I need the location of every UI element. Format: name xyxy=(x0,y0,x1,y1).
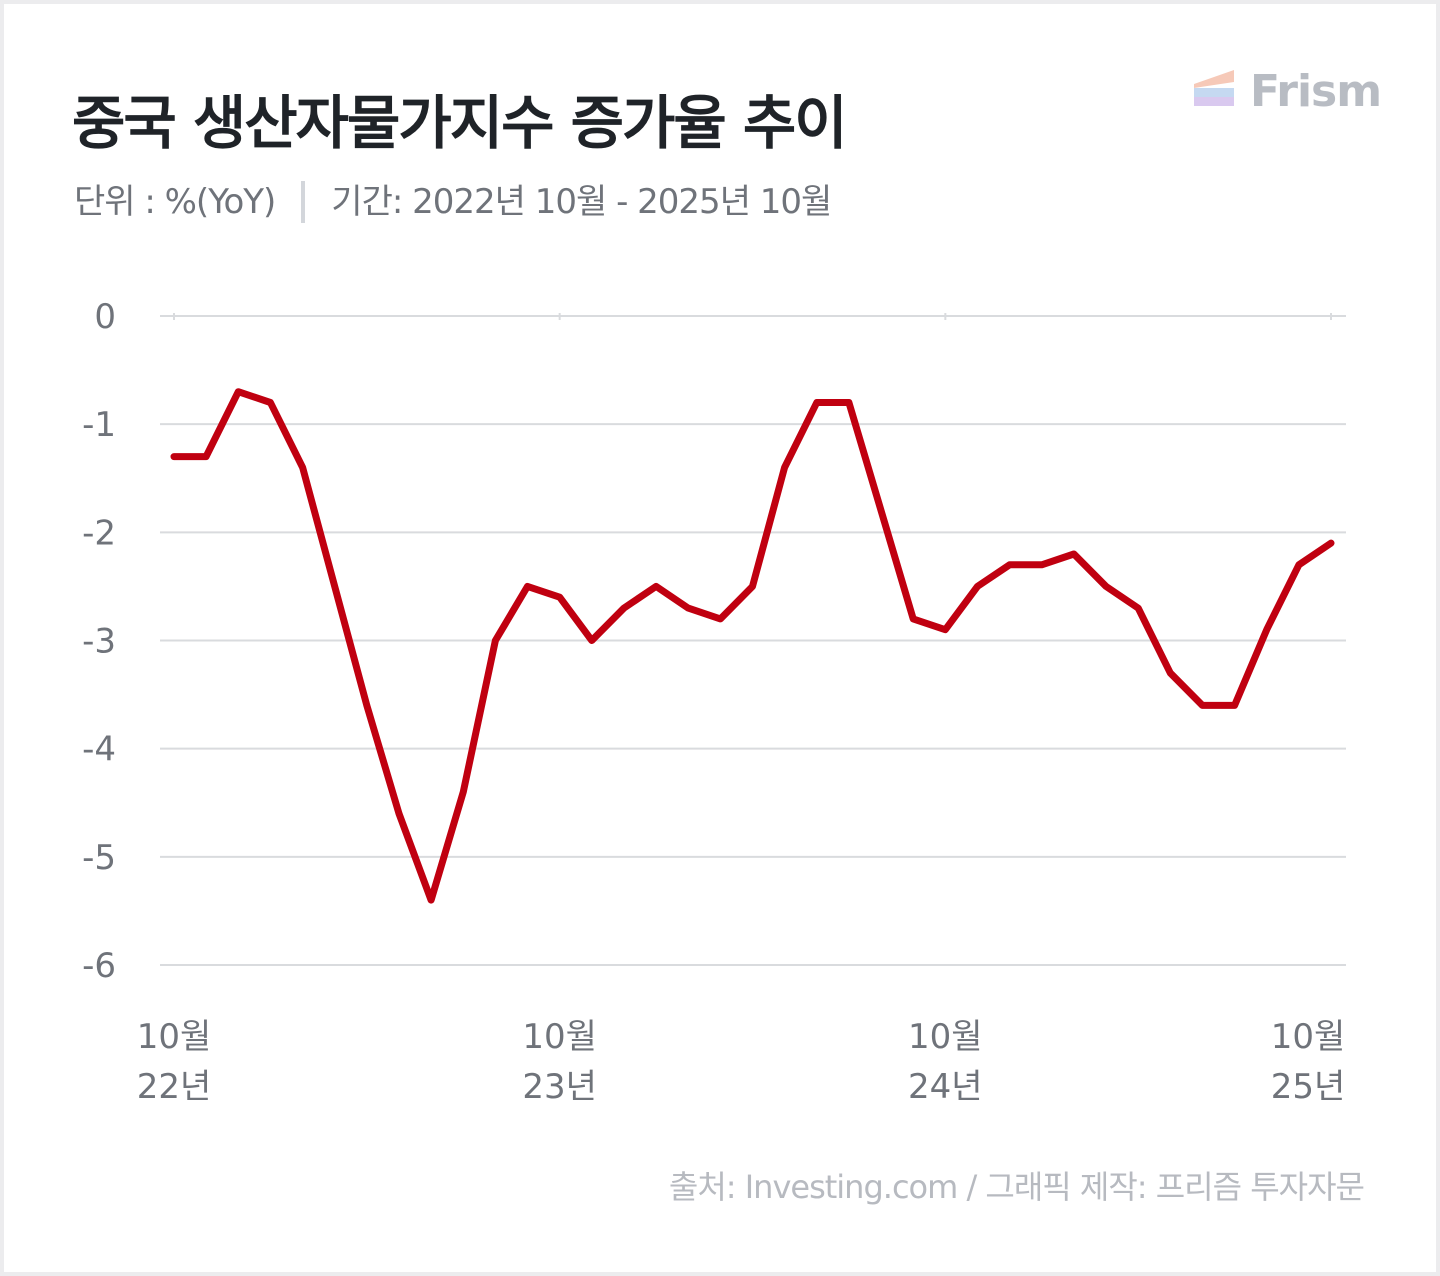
x-tick-month: 10월 xyxy=(137,1017,212,1057)
x-axis-ticks: 10월 22년 10월 23년 10월 24년 10월 25년 xyxy=(137,313,1346,1107)
chart-title: 중국 생산자물가지수 증가율 추이 xyxy=(72,89,848,157)
period-label: 기간: 2022년 10월 - 2025년 10월 xyxy=(331,182,832,222)
y-axis-ticks: 0 -1 -2 -3 -4 -5 -6 xyxy=(82,297,116,986)
frism-logo-text: Frism xyxy=(1250,66,1382,117)
chart-grid xyxy=(160,315,1346,966)
chart-subtitle: 단위 : %(YoY) 기간: 2022년 10월 - 2025년 10월 xyxy=(74,174,832,225)
x-tick-year: 23년 xyxy=(522,1067,597,1107)
y-tick-label: -6 xyxy=(82,946,116,986)
x-tick-year: 22년 xyxy=(137,1067,212,1107)
y-tick-label: -2 xyxy=(82,513,116,553)
source-note: 출처: Investing.com / 그래픽 제작: 프리즘 투자자문 xyxy=(668,1168,1365,1206)
y-tick-label: -4 xyxy=(82,730,116,770)
unit-label: 단위 : %(YoY) xyxy=(74,182,276,222)
x-tick-year: 25년 xyxy=(1271,1067,1346,1107)
chart-series xyxy=(170,388,1335,904)
chart-card: 중국 생산자물가지수 증가율 추이 단위 : %(YoY) 기간: 2022년 1… xyxy=(4,4,1436,1272)
y-tick-label: -3 xyxy=(82,622,116,662)
y-tick-label: -5 xyxy=(82,838,116,878)
frism-logo-icon xyxy=(1194,70,1234,106)
y-tick-label: 0 xyxy=(94,297,116,337)
x-tick-year: 24년 xyxy=(908,1067,983,1107)
frism-logo: Frism xyxy=(1194,66,1382,117)
x-tick-month: 10월 xyxy=(908,1017,983,1057)
subtitle-divider xyxy=(301,180,306,223)
x-tick-month: 10월 xyxy=(522,1017,597,1057)
series-line xyxy=(170,388,1335,904)
y-tick-label: -1 xyxy=(82,405,116,445)
x-tick-month: 10월 xyxy=(1271,1017,1346,1057)
